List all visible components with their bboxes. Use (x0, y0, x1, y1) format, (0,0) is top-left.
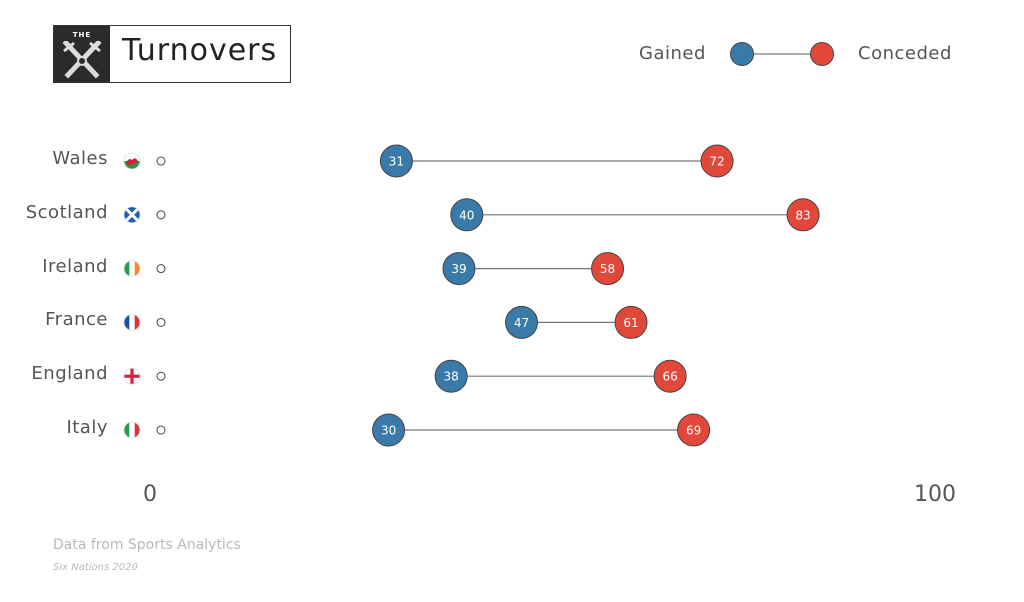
source-note: Data from Sports Analytics (53, 537, 241, 553)
chart-title: Turnovers (122, 33, 278, 68)
conceded-value-wales: 72 (709, 155, 724, 169)
gained-value-england: 38 (444, 370, 459, 384)
gained-dot-italy (372, 413, 406, 447)
gained-dot-france (505, 305, 539, 339)
country-label-england: England (31, 363, 108, 385)
gained-dot-ireland (442, 252, 476, 286)
conceded-dot-france (614, 305, 648, 339)
logo-text: THE (72, 31, 92, 39)
england-flag-icon (123, 367, 141, 385)
gained-value-ireland: 39 (451, 262, 466, 276)
x-tick-label-100: 100 (914, 482, 956, 507)
france-flag-icon (123, 313, 141, 331)
gained-value-france: 47 (514, 316, 529, 330)
conceded-dot-ireland (591, 252, 625, 286)
zero-marker-ireland (156, 264, 166, 274)
zero-marker-italy (156, 425, 166, 435)
legend-conceded-marker (810, 42, 834, 66)
legend-gained-label: Gained (639, 43, 706, 64)
subsource-note: Six Nations 2020 (53, 562, 138, 573)
country-label-ireland: Ireland (42, 255, 108, 277)
legend-key (730, 42, 834, 66)
legend-conceded-label: Conceded (858, 43, 952, 64)
x-tick-label-0: 0 (143, 482, 157, 507)
zero-marker-wales (156, 156, 166, 166)
zero-marker-scotland (156, 210, 166, 220)
crossed-swords-icon (62, 41, 102, 79)
title-box: THE Turnovers (53, 25, 291, 83)
scotland-flag-icon (123, 206, 141, 224)
zero-marker-england (156, 371, 166, 381)
gained-dot-wales (379, 144, 413, 178)
gained-dot-england (434, 359, 468, 393)
ireland-flag-icon (123, 260, 141, 278)
country-label-italy: Italy (66, 417, 108, 438)
conceded-value-italy: 69 (686, 424, 701, 438)
country-label-france: France (45, 309, 108, 331)
gained-value-scotland: 40 (459, 208, 474, 222)
gained-value-wales: 31 (389, 155, 404, 169)
logo: THE (54, 26, 110, 82)
conceded-value-scotland: 83 (795, 208, 810, 222)
country-label-scotland: Scotland (25, 201, 108, 223)
conceded-dot-wales (700, 144, 734, 178)
legend-gained-marker (730, 42, 754, 66)
zero-marker-france (156, 317, 166, 327)
conceded-dot-england (653, 359, 687, 393)
conceded-value-england: 66 (662, 370, 677, 384)
italy-flag-icon (123, 421, 141, 439)
gained-value-italy: 30 (381, 424, 396, 438)
conceded-dot-italy (677, 413, 711, 447)
wales-flag-icon (123, 152, 141, 170)
gained-dot-scotland (450, 198, 484, 232)
conceded-dot-scotland (786, 198, 820, 232)
conceded-value-france: 61 (623, 316, 638, 330)
country-label-wales: Wales (52, 148, 108, 169)
conceded-value-ireland: 58 (600, 262, 615, 276)
